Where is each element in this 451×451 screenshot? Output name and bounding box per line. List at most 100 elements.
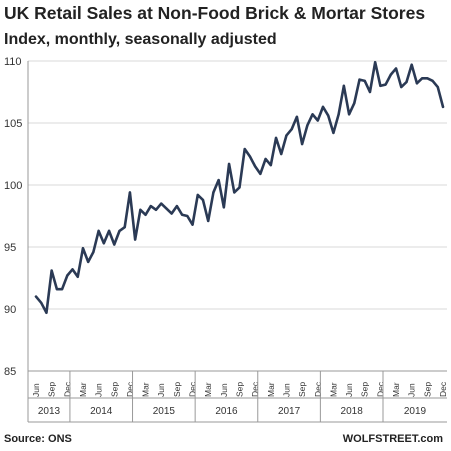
data-point bbox=[374, 61, 377, 64]
x-tick-label: Dec bbox=[375, 381, 385, 397]
data-point bbox=[394, 67, 398, 70]
data-point bbox=[186, 214, 189, 218]
data-point bbox=[134, 238, 137, 241]
data-point bbox=[327, 114, 330, 117]
data-point bbox=[92, 250, 95, 254]
data-point bbox=[175, 204, 178, 208]
data-point bbox=[248, 155, 252, 158]
data-point bbox=[170, 212, 173, 215]
credit-note: WOLFSTREET.com bbox=[342, 433, 443, 445]
x-tick-label: Dec bbox=[188, 381, 198, 397]
data-point bbox=[233, 191, 236, 194]
chart-subtitle: Index, monthly, seasonally adjusted bbox=[4, 31, 277, 48]
data-point bbox=[368, 90, 372, 94]
data-point bbox=[280, 152, 283, 156]
data-point bbox=[436, 85, 439, 89]
x-tick-label: Dec bbox=[125, 381, 135, 397]
data-point bbox=[285, 134, 288, 137]
data-point bbox=[347, 113, 351, 116]
data-point bbox=[160, 202, 163, 205]
data-point bbox=[405, 80, 408, 84]
data-point bbox=[259, 172, 262, 175]
year-label: 2013 bbox=[38, 406, 61, 417]
data-point bbox=[40, 301, 43, 304]
x-tick-label: Jun bbox=[219, 383, 229, 397]
x-tick-label: Jun bbox=[156, 383, 166, 397]
x-tick-label: Mar bbox=[203, 382, 213, 397]
year-label: 2018 bbox=[341, 406, 364, 417]
data-point bbox=[389, 73, 392, 76]
x-tick-label: Sep bbox=[297, 382, 307, 397]
data-point bbox=[191, 223, 194, 226]
x-tick-label: Sep bbox=[235, 382, 245, 397]
x-axis: Jun Sep Dec Mar Jun Sep Dec Mar Jun Sep Dec Mar Jun S… bbox=[27, 61, 448, 423]
x-tick-label: Sep bbox=[47, 382, 57, 397]
data-point bbox=[264, 157, 267, 161]
y-tick-label: 85 bbox=[4, 366, 16, 378]
data-point bbox=[332, 131, 335, 135]
data-point bbox=[379, 84, 382, 87]
data-point bbox=[212, 191, 215, 194]
data-point bbox=[254, 165, 257, 168]
data-point bbox=[353, 102, 356, 105]
data-point bbox=[34, 295, 38, 298]
series-group bbox=[34, 60, 445, 315]
x-tick-label: Mar bbox=[78, 382, 88, 397]
x-tick-label: Jun bbox=[31, 383, 41, 397]
x-tick-label: Sep bbox=[109, 382, 119, 397]
data-point bbox=[55, 288, 58, 291]
x-tick-label: Mar bbox=[266, 382, 276, 397]
data-point bbox=[139, 208, 142, 211]
data-point bbox=[306, 124, 309, 127]
data-point bbox=[295, 115, 298, 118]
data-point bbox=[290, 128, 293, 131]
data-point bbox=[144, 213, 147, 216]
data-point bbox=[441, 105, 445, 108]
data-point bbox=[269, 164, 272, 167]
chart-title: UK Retail Sales at Non-Food Brick & Mort… bbox=[4, 3, 426, 23]
data-point bbox=[238, 186, 241, 189]
x-tick-label: Sep bbox=[360, 382, 370, 397]
data-point bbox=[181, 213, 184, 216]
data-point bbox=[421, 77, 424, 80]
x-tick-label: Sep bbox=[422, 382, 432, 397]
x-tick-label: Mar bbox=[328, 382, 338, 397]
year-label: 2015 bbox=[153, 406, 176, 417]
data-point bbox=[431, 79, 434, 82]
x-tick-label: Jun bbox=[344, 383, 354, 397]
grid-lines bbox=[28, 60, 447, 372]
y-axis: 85 90 95 100 105 110 bbox=[4, 56, 22, 378]
year-label: 2014 bbox=[90, 406, 113, 417]
data-point bbox=[207, 219, 210, 223]
data-point bbox=[87, 260, 90, 263]
data-point bbox=[426, 77, 429, 80]
data-point bbox=[337, 113, 340, 116]
data-point bbox=[113, 243, 116, 246]
data-point bbox=[76, 275, 79, 278]
data-point bbox=[149, 204, 152, 208]
data-point bbox=[358, 78, 361, 81]
data-point bbox=[363, 79, 366, 82]
y-tick-label: 90 bbox=[4, 304, 16, 316]
data-point bbox=[301, 142, 304, 146]
data-point bbox=[384, 83, 387, 86]
data-point bbox=[227, 162, 231, 166]
year-label: 2019 bbox=[404, 406, 427, 417]
data-point bbox=[97, 229, 100, 232]
year-label: 2017 bbox=[278, 406, 301, 417]
data-point bbox=[342, 84, 345, 87]
x-tick-label: Jun bbox=[281, 383, 291, 397]
x-tick-label: Dec bbox=[250, 381, 260, 397]
x-tick-label: Sep bbox=[172, 382, 182, 397]
data-point bbox=[66, 274, 69, 277]
y-tick-label: 100 bbox=[4, 180, 22, 192]
data-point bbox=[201, 198, 205, 201]
data-point bbox=[107, 229, 111, 232]
data-point bbox=[222, 206, 225, 209]
data-point bbox=[316, 119, 319, 122]
data-point bbox=[410, 63, 413, 66]
data-point bbox=[321, 105, 325, 108]
x-tick-label: Jun bbox=[407, 383, 417, 397]
data-point bbox=[217, 178, 220, 182]
